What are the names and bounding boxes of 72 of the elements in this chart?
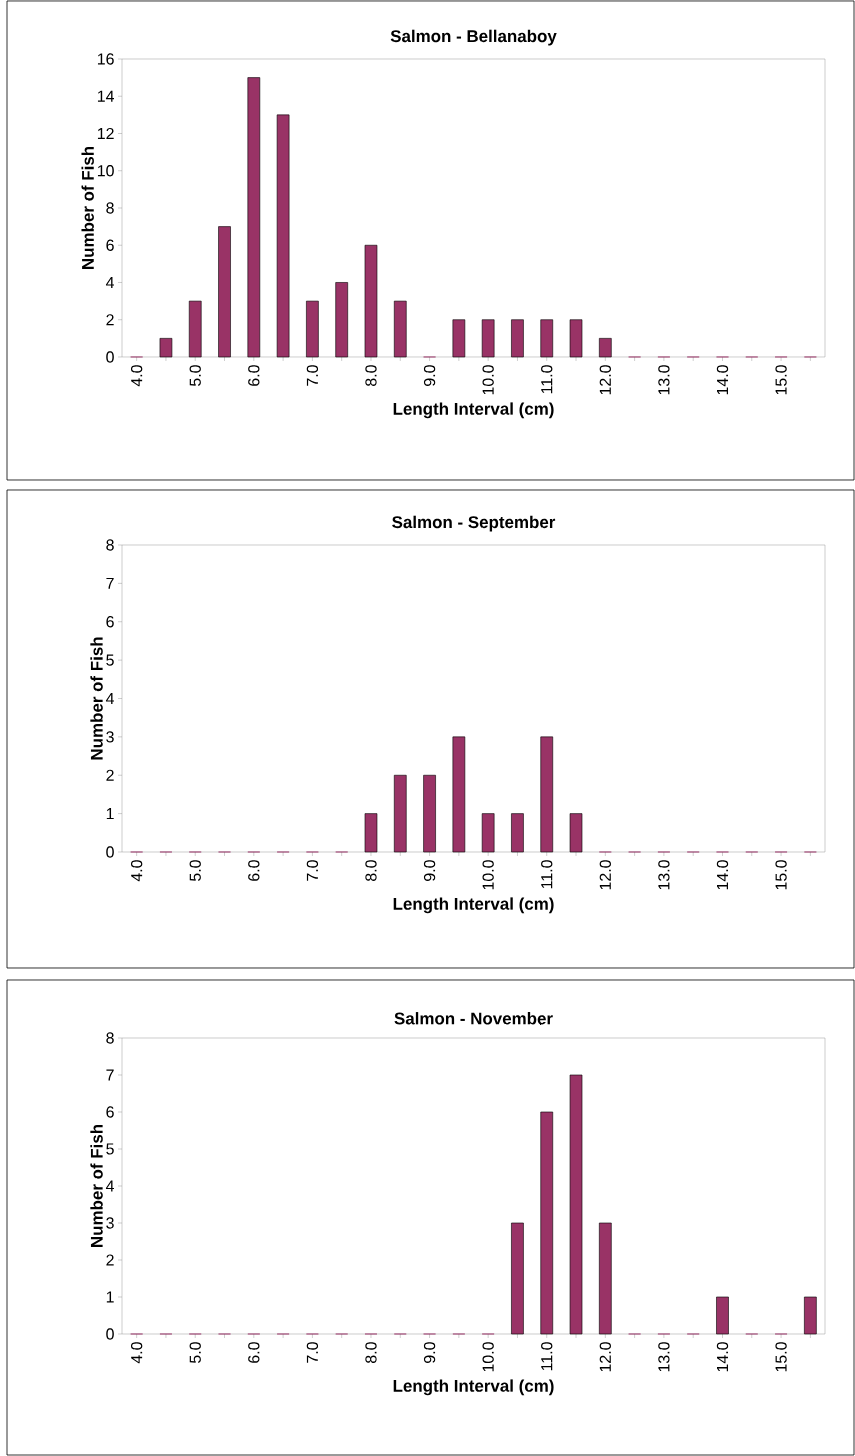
x-tick-label: 6.0 [248,860,260,881]
y-tick-label: 1 [106,1291,114,1303]
y-tick-label: 6 [106,616,114,628]
x-tick-label: 9.0 [423,1342,436,1363]
x-tick-label: 13.0 [658,365,670,395]
y-tick-label: 4 [105,1180,115,1192]
y-tick-label: 2 [106,769,114,781]
x-tick-label: 7.0 [306,1342,319,1363]
x-tick-label: 11.0 [541,860,553,889]
x-tick-label: 8.0 [365,1342,377,1363]
x-tick-label: 4.0 [131,1342,143,1364]
x-tick-label: 15.0 [775,860,787,890]
x-tick-label: 7.0 [306,365,319,386]
x-tick-label: 4.0 [131,365,143,387]
x-tick-label: 15.0 [775,365,787,395]
x-tick-label: 13.0 [658,1342,670,1372]
y-tick-label: 0 [106,351,114,363]
y-tick-label: 5 [106,1143,114,1155]
y-tick-label: 12 [97,127,114,140]
y-tick-label: 7 [106,1069,114,1081]
y-tick-label: 5 [106,654,114,666]
y-tick-label: 6 [106,1106,114,1118]
y-tick-label: 14 [97,90,114,102]
y-tick-label: 3 [106,731,114,743]
y-axis-title: Number of Fish [81,146,94,269]
y-tick-label: 2 [106,1254,114,1266]
x-tick-label: 14.0 [716,860,729,890]
y-tick-label: 0 [106,846,114,858]
y-tick-label: 8 [106,539,114,551]
y-tick-label: 4 [105,277,115,288]
x-tick-label: 10.0 [482,860,494,890]
x-tick-label: 12.0 [599,860,611,890]
y-tick-label: 1 [106,808,114,820]
x-tick-label: 11.0 [541,1342,553,1371]
x-tick-label: 10.0 [482,1342,494,1372]
y-tick-label: 7 [106,577,114,589]
x-tick-label: 5.0 [189,365,201,387]
x-tick-label: 9.0 [423,365,436,386]
x-axis-title: Length Interval (cm) [393,402,554,419]
y-tick-label: 0 [106,1328,114,1340]
x-axis-title: Length Interval (cm) [393,1379,554,1396]
x-tick-label: 12.0 [599,365,611,395]
y-axis-title: Number of Fish [90,637,103,760]
x-tick-label: 15.0 [775,1342,787,1372]
x-tick-label: 8.0 [365,365,377,386]
x-tick-label: 5.0 [189,1342,201,1364]
x-tick-label: 4.0 [131,860,143,882]
chart-title: Salmon - September [392,515,556,532]
x-tick-label: 9.0 [423,860,436,881]
x-tick-label: 6.0 [248,1342,260,1363]
x-tick-label: 12.0 [599,1342,611,1372]
y-tick-label: 4 [105,693,115,704]
y-tick-label: 3 [106,1217,114,1229]
x-tick-label: 8.0 [365,860,377,881]
x-tick-label: 14.0 [716,1342,729,1372]
x-axis-title: Length Interval (cm) [393,897,554,914]
x-tick-label: 13.0 [658,860,670,890]
x-tick-label: 11.0 [541,365,553,394]
y-tick-label: 2 [106,314,114,326]
x-tick-label: 14.0 [716,365,729,395]
y-tick-label: 16 [97,53,114,65]
chart-title: Salmon - Bellanaboy [390,29,557,46]
x-tick-label: 10.0 [482,365,494,395]
y-tick-label: 6 [106,239,114,251]
y-tick-label: 10 [97,165,114,177]
x-tick-label: 6.0 [248,365,260,386]
y-axis-title: Number of Fish [90,1124,103,1247]
x-tick-label: 7.0 [306,860,319,881]
y-tick-label: 8 [106,202,114,214]
x-tick-label: 5.0 [189,860,201,882]
y-tick-label: 8 [106,1032,114,1044]
chart-title: Salmon - November [394,1012,553,1025]
